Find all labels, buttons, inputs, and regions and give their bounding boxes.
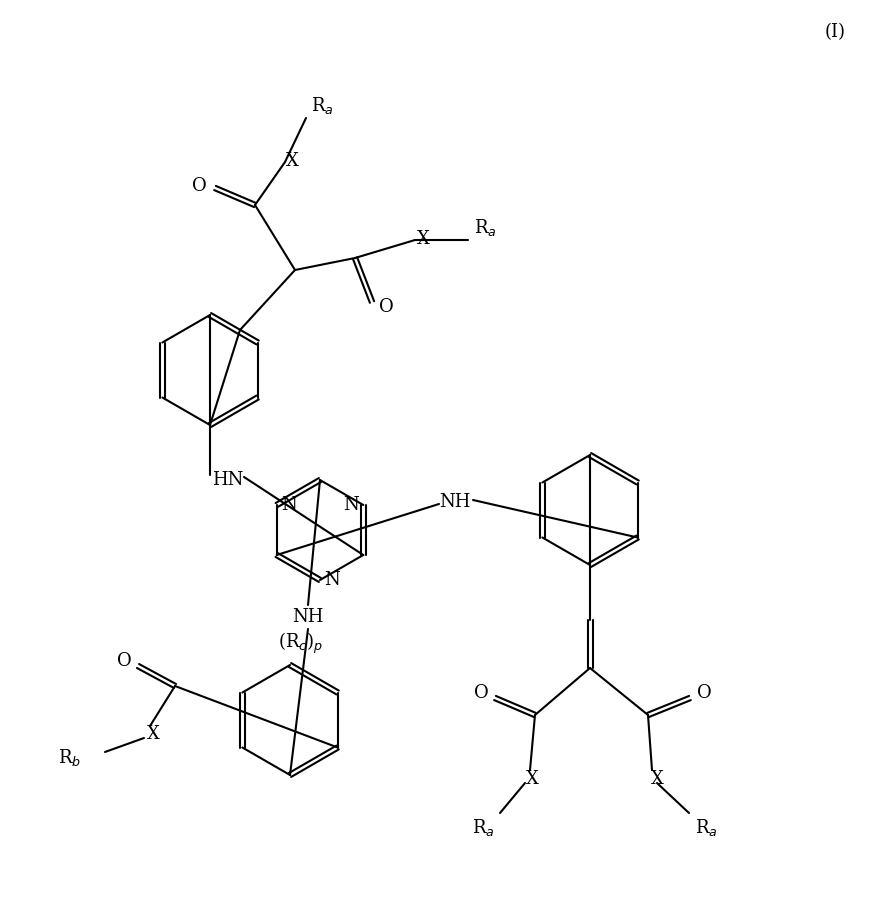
Text: NH: NH bbox=[292, 608, 324, 626]
Text: R$_a$: R$_a$ bbox=[695, 816, 717, 837]
Text: R$_b$: R$_b$ bbox=[59, 748, 81, 769]
Text: (R$_c$)$_p$: (R$_c$)$_p$ bbox=[277, 631, 322, 655]
Text: O: O bbox=[192, 177, 206, 195]
Text: (I): (I) bbox=[824, 23, 845, 41]
Text: N: N bbox=[324, 571, 340, 589]
Text: R$_a$: R$_a$ bbox=[472, 816, 494, 837]
Text: X: X bbox=[147, 725, 159, 743]
Text: R$_a$: R$_a$ bbox=[311, 95, 333, 116]
Text: N: N bbox=[281, 496, 297, 514]
Text: O: O bbox=[116, 652, 131, 670]
Text: O: O bbox=[473, 684, 488, 702]
Text: X: X bbox=[285, 152, 298, 170]
Text: X: X bbox=[651, 770, 663, 788]
Text: X: X bbox=[526, 770, 538, 788]
Text: N: N bbox=[343, 496, 359, 514]
Text: HN: HN bbox=[213, 471, 243, 489]
Text: O: O bbox=[379, 298, 394, 316]
Text: X: X bbox=[416, 230, 430, 248]
Text: O: O bbox=[696, 684, 711, 702]
Text: R$_a$: R$_a$ bbox=[473, 218, 496, 239]
Text: NH: NH bbox=[439, 493, 471, 511]
